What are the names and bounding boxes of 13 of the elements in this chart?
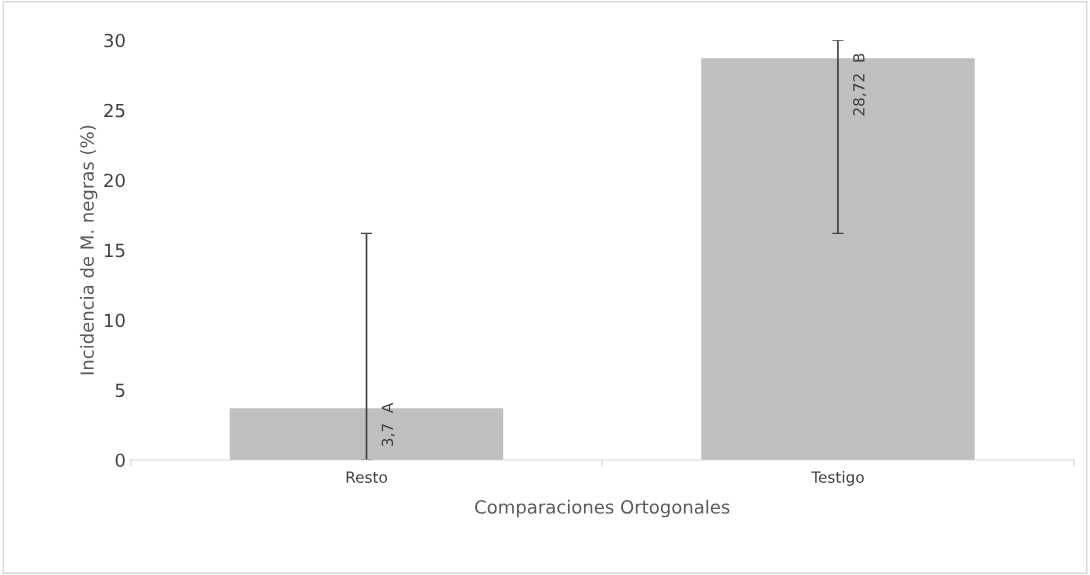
y-tick-label: 10 xyxy=(104,313,125,328)
y-axis-title: Incidencia de M. negras (%) xyxy=(79,125,98,375)
y-tick-label: 20 xyxy=(104,173,125,188)
y-tick-label: 25 xyxy=(104,103,125,118)
x-tick-label: Testigo xyxy=(811,471,864,486)
data-label: 28,72 B xyxy=(853,53,867,116)
y-tick-label: 15 xyxy=(104,243,125,258)
y-tick-label: 30 xyxy=(104,33,125,48)
x-axis-title: Comparaciones Ortogonales xyxy=(475,499,730,518)
y-tick-label: 5 xyxy=(115,383,125,398)
x-tick-label: Resto xyxy=(346,471,387,483)
y-tick-label: 0 xyxy=(115,453,125,468)
data-label: 3,7 A xyxy=(381,402,395,446)
